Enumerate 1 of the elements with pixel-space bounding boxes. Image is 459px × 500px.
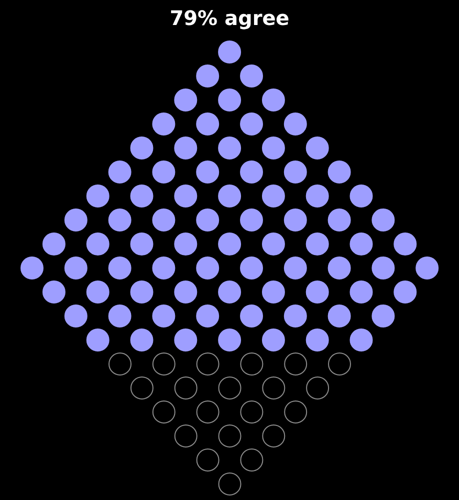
data-label: 79% agree [170, 6, 290, 30]
